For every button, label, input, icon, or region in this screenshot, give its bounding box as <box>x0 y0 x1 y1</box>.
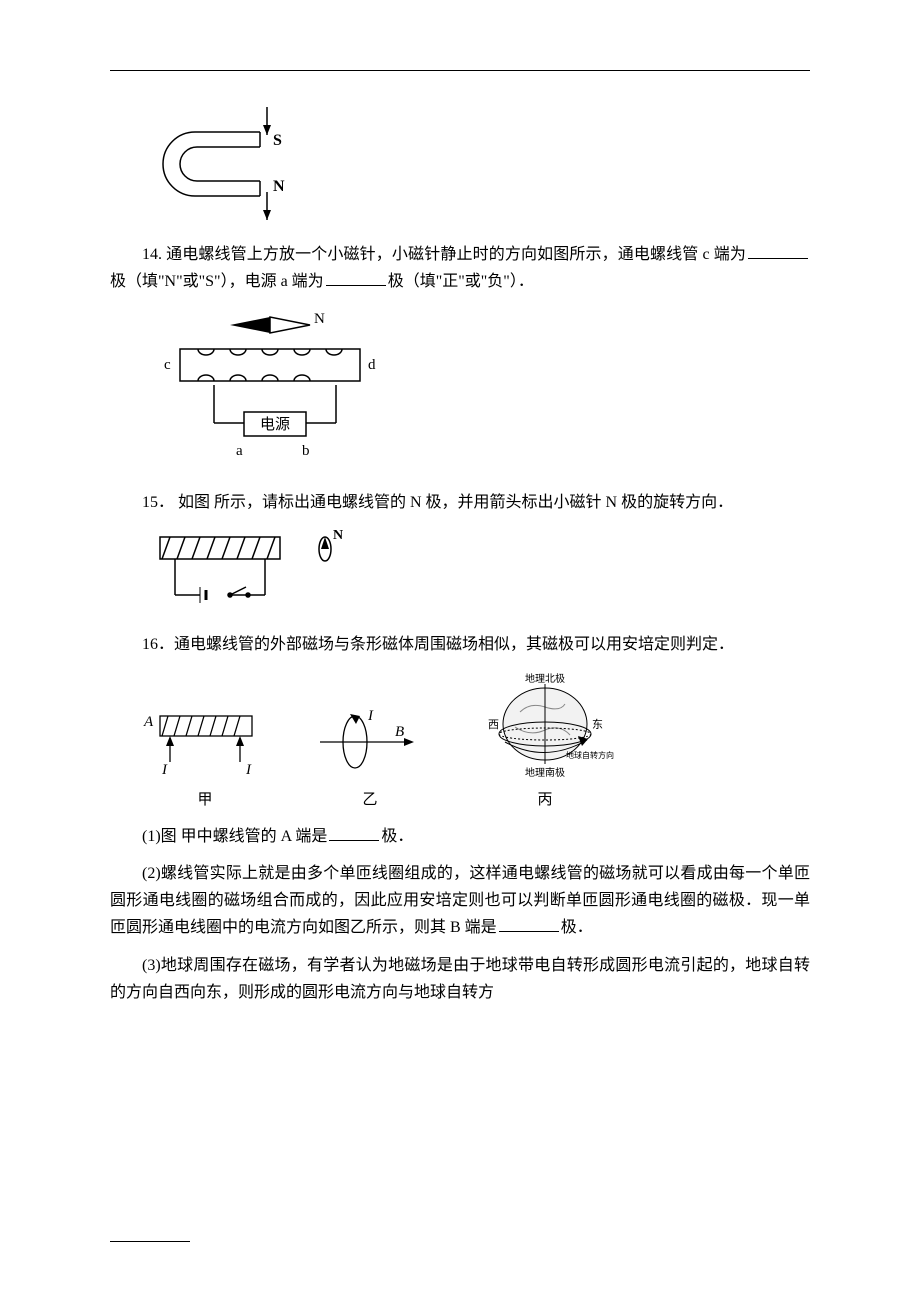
fig-q16-row: A I I 甲 I B 乙 <box>140 672 810 809</box>
q16a-I2: I <box>245 762 252 778</box>
q16c-np: 地理北极 <box>525 672 565 685</box>
fig-q16-b: I B 乙 <box>310 702 430 809</box>
q14-text: 14. 通电螺线管上方放一个小磁针，小磁针静止时的方向如图所示，通电螺线管 c … <box>110 241 810 295</box>
q16-p2-a: (2)螺线管实际上就是由多个单匝线圈组成的，这样通电螺线管的磁场就可以看成由每一… <box>110 865 810 936</box>
q16-p2: (2)螺线管实际上就是由多个单匝线圈组成的，这样通电螺线管的磁场就可以看成由每一… <box>110 860 810 942</box>
q16a-A: A <box>143 714 154 730</box>
q14-power: 电源 <box>260 416 290 433</box>
q15-text: 15． 如图 所示，请标出通电螺线管的 N 极，并用箭头标出小磁针 N 极的旋转… <box>110 489 810 516</box>
q14-label-d: d <box>368 357 376 373</box>
q16c-rot: 地球自转方向 <box>566 750 614 760</box>
q16c-e: 东 <box>592 718 603 731</box>
q15-compass-n: N <box>333 528 343 543</box>
q16b-I: I <box>367 708 374 724</box>
q14-span-a: 14. 通电螺线管上方放一个小磁针，小磁针静止时的方向如图所示，通电螺线管 c … <box>142 246 746 263</box>
q16-p1-a: (1)图 甲中螺线管的 A 端是 <box>142 828 327 845</box>
top-rule <box>110 70 810 71</box>
label-s: S <box>273 132 282 149</box>
fig-q14: N c d 电源 a b <box>140 305 810 475</box>
cap-a: 甲 <box>197 788 212 809</box>
fig-q15: N <box>140 527 810 617</box>
label-n: N <box>273 178 285 195</box>
bottom-rule <box>110 1241 190 1242</box>
q16c-sp: 地理南极 <box>525 766 565 779</box>
q14-span-b: 极（填"N"或"S"），电源 a 端为 <box>110 273 324 290</box>
q16-intro: 16．通电螺线管的外部磁场与条形磁体周围磁场相似，其磁极可以用安培定则判定． <box>110 631 810 658</box>
q14-label-b: b <box>302 443 310 459</box>
q14-compass-n: N <box>314 311 325 327</box>
fig-q16-a: A I I 甲 <box>140 702 270 809</box>
q16-p1-b: 极． <box>381 828 413 845</box>
q16-p2-blank <box>499 917 559 932</box>
q16-p1: (1)图 甲中螺线管的 A 端是 极． <box>110 823 810 850</box>
q14-span-c: 极（填"正"或"负"）． <box>388 273 534 290</box>
cap-c: 丙 <box>537 788 552 809</box>
fig-q13: S N <box>140 97 810 227</box>
q16a-I1: I <box>161 762 168 778</box>
q16b-B: B <box>395 724 404 740</box>
q16-p3: (3)地球周围存在磁场，有学者认为地磁场是由于地球带电自转形成圆形电流引起的，地… <box>110 952 810 1006</box>
q14-label-a: a <box>236 443 243 459</box>
q16-p1-blank <box>329 825 379 840</box>
q16c-w: 西 <box>488 719 499 731</box>
q14-blank-2 <box>326 271 386 286</box>
fig-q16-c: 地理北极 地理南极 西 东 地球自转方向 丙 <box>470 672 620 809</box>
q14-blank-1 <box>748 244 808 259</box>
cap-b: 乙 <box>362 788 377 809</box>
q14-label-c: c <box>164 357 171 373</box>
q16-p2-b: 极． <box>561 919 593 936</box>
